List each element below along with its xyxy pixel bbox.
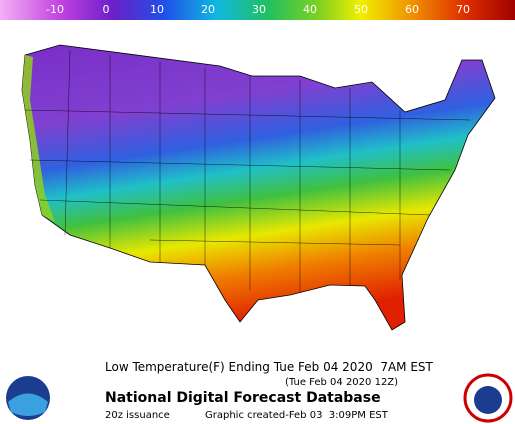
color-bar-label: 60	[405, 3, 419, 16]
color-bar-label: 30	[252, 3, 266, 16]
color-bar	[0, 0, 515, 20]
color-bar-ticks: -10 0 10 20 30 40 50 60 70	[46, 3, 470, 16]
us-map	[21, 44, 496, 331]
noaa-logo-wave	[8, 393, 48, 416]
color-bar-label: -10	[46, 3, 64, 16]
west-coast-band	[22, 55, 55, 222]
color-bar-label: 70	[456, 3, 470, 16]
color-bar-label: 0	[103, 3, 110, 16]
issuance: 20z issuance	[105, 410, 170, 421]
color-bar-label: 20	[201, 3, 215, 16]
nws-logo-center	[474, 386, 502, 414]
color-bar-label: 50	[354, 3, 368, 16]
database-name: National Digital Forecast Database	[105, 390, 381, 406]
state-lines	[24, 49, 471, 292]
map-title: Low Temperature(F) Ending Tue Feb 04 202…	[105, 360, 434, 374]
color-bar-label: 10	[150, 3, 164, 16]
map-subtitle: (Tue Feb 04 2020 12Z)	[285, 377, 398, 388]
created: Graphic created-Feb 03 3:09PM EST	[205, 410, 389, 421]
color-bar-label: 40	[303, 3, 317, 16]
